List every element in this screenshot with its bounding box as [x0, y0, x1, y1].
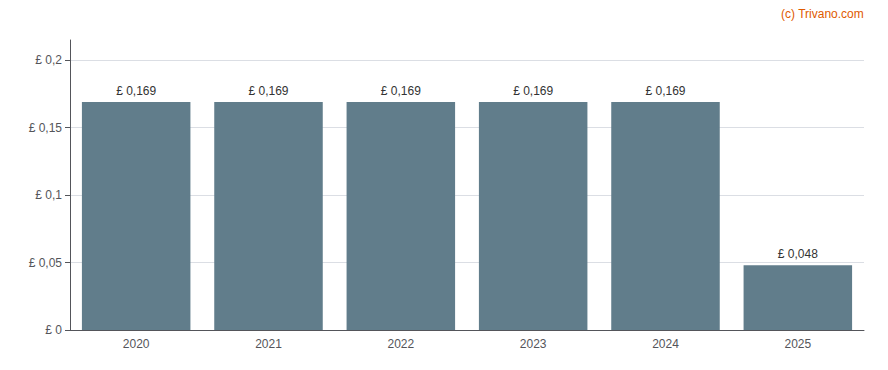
svg-text:2020: 2020: [123, 337, 150, 351]
svg-text:£ 0: £ 0: [45, 323, 62, 337]
svg-text:£ 0,05: £ 0,05: [29, 256, 63, 270]
svg-text:£ 0,1: £ 0,1: [35, 188, 62, 202]
svg-text:2025: 2025: [784, 337, 811, 351]
svg-text:£ 0,048: £ 0,048: [778, 247, 818, 261]
svg-text:£ 0,169: £ 0,169: [248, 84, 288, 98]
svg-text:£ 0,2: £ 0,2: [35, 53, 62, 67]
svg-text:£ 0,169: £ 0,169: [116, 84, 156, 98]
svg-text:£ 0,169: £ 0,169: [381, 84, 421, 98]
svg-text:(c) Trivano.com: (c) Trivano.com: [781, 7, 864, 21]
svg-text:£ 0,169: £ 0,169: [513, 84, 553, 98]
svg-text:£ 0,15: £ 0,15: [29, 121, 63, 135]
svg-text:2024: 2024: [652, 337, 679, 351]
svg-text:£ 0,169: £ 0,169: [645, 84, 685, 98]
svg-text:2023: 2023: [520, 337, 547, 351]
svg-text:2021: 2021: [255, 337, 282, 351]
svg-text:2022: 2022: [387, 337, 414, 351]
